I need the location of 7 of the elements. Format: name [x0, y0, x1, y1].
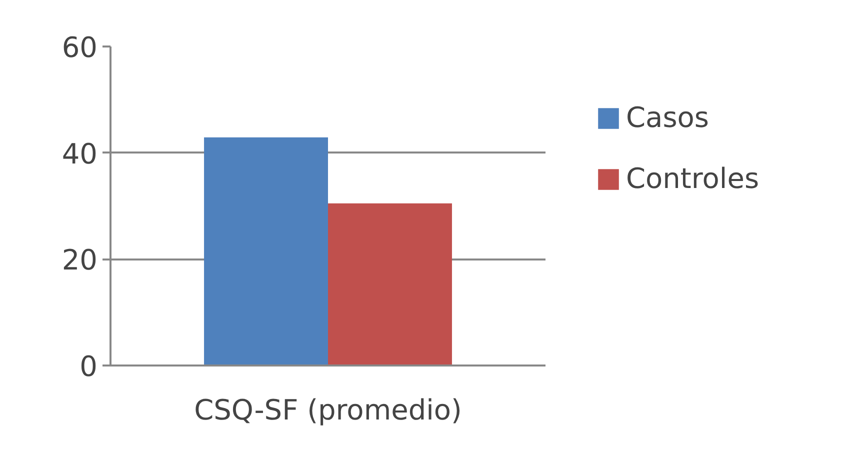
y-tick-label: 40	[62, 137, 98, 170]
x-tick-label: CSQ-SF (promedio)	[194, 394, 462, 426]
y-tick-label: 0	[80, 350, 98, 383]
legend-label: Controles	[626, 162, 760, 195]
y-tick-label: 20	[62, 244, 98, 277]
y-tick-label: 60	[62, 31, 98, 64]
legend-label: Casos	[626, 101, 710, 134]
